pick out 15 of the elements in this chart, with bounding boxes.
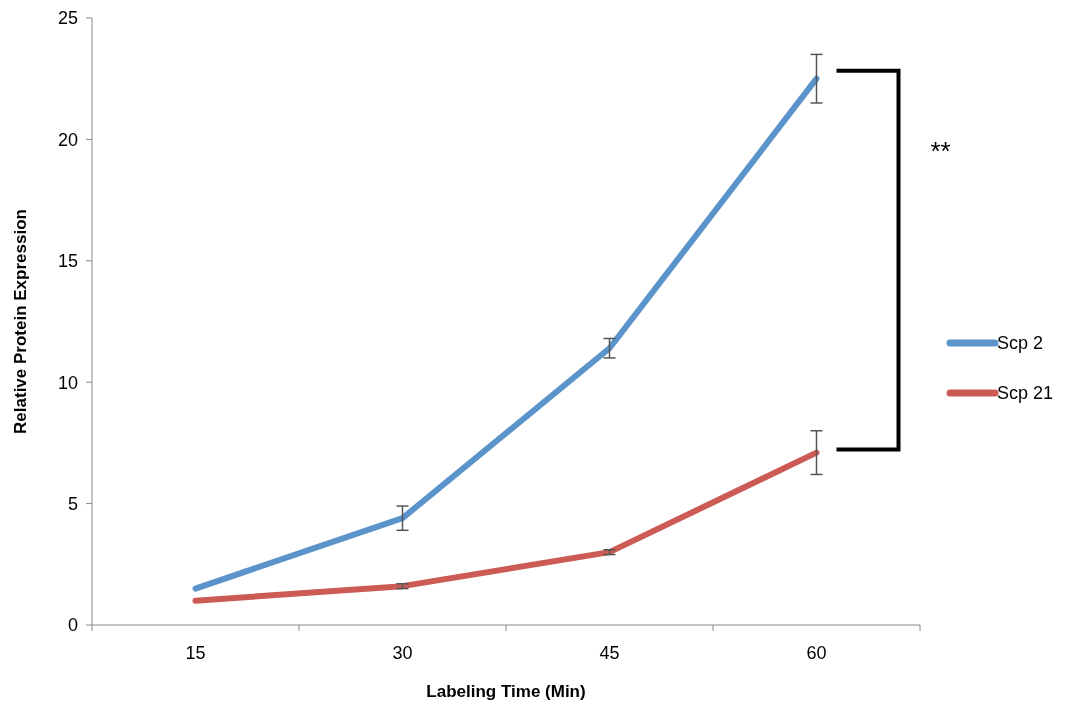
y-tick-label: 5 xyxy=(67,493,78,514)
text: ** xyxy=(930,136,951,167)
legend-label: Scp 21 xyxy=(997,383,1054,404)
y-axis-title: Relative Protein Expression xyxy=(11,209,30,434)
legend-label: Scp 2 xyxy=(997,333,1044,354)
x-tick-label: 60 xyxy=(806,643,827,663)
y-tick-label: 20 xyxy=(57,129,78,150)
x-tick-label: 45 xyxy=(599,643,620,663)
x-tick-label: 15 xyxy=(185,643,206,663)
y-tick-label: 15 xyxy=(57,251,78,272)
x-axis-title: Labeling Time (Min) xyxy=(426,682,586,701)
x-tick-label: 30 xyxy=(392,643,413,663)
y-tick-label: 10 xyxy=(57,372,78,393)
y-tick-label: 0 xyxy=(67,615,78,636)
y-tick-label: 25 xyxy=(57,8,78,29)
